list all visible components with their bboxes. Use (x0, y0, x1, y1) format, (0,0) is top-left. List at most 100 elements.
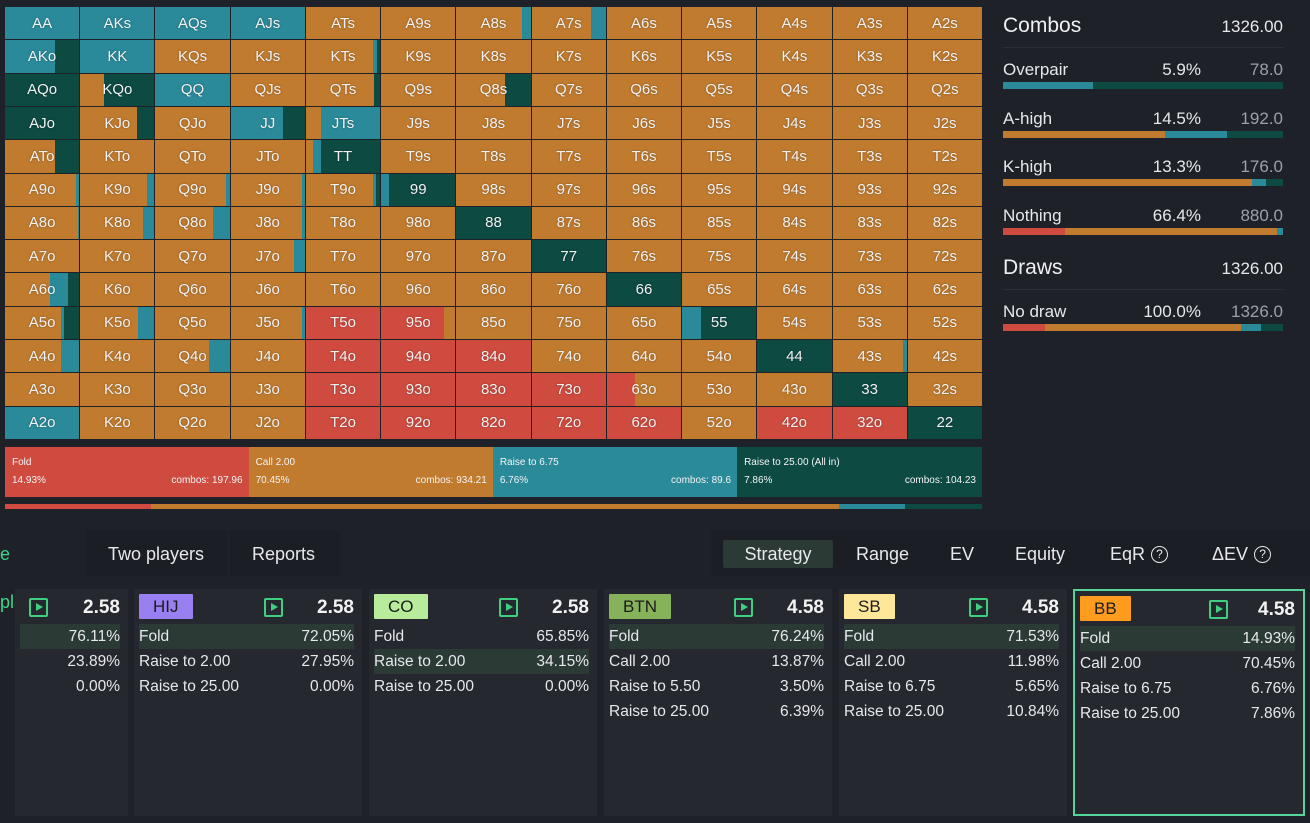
hand-cell[interactable]: 63o (606, 373, 682, 406)
hand-cell[interactable]: K9s (381, 40, 456, 73)
hand-cell[interactable]: J5s (682, 106, 757, 140)
hand-cell[interactable]: 52s (907, 306, 982, 340)
hand-cell[interactable]: J9s (381, 106, 456, 140)
hand-cell[interactable]: K5s (682, 40, 757, 73)
hand-cell[interactable]: 74s (757, 240, 832, 273)
hand-cell[interactable]: T9o (305, 173, 381, 206)
hand-cell[interactable]: A8o (5, 206, 80, 240)
hand-cell[interactable]: A8s (456, 7, 531, 40)
tab-equity[interactable]: Equity (1015, 544, 1066, 564)
hand-cell[interactable]: J4o (230, 340, 305, 373)
action-row[interactable]: Raise to 2.00 34.15% (374, 649, 589, 674)
hand-cell[interactable]: 73o (531, 373, 606, 406)
hand-cell[interactable]: Q8o (155, 206, 230, 240)
hand-cell[interactable]: JTs (305, 106, 381, 140)
action-row[interactable]: Fold 65.85% (374, 624, 589, 649)
hand-cell[interactable]: 95o (381, 306, 456, 340)
hand-cell[interactable]: 54s (757, 306, 832, 340)
hand-cell[interactable]: J4s (757, 106, 832, 140)
player-card[interactable]: BTN 4.58 Fold 76.24% Call 2.00 13.87% Raise to… (604, 589, 832, 816)
hand-cell[interactable]: 74o (531, 340, 606, 373)
tab-eqr[interactable]: EqR? (1098, 540, 1180, 568)
hand-cell[interactable]: J3s (832, 106, 907, 140)
hand-cell[interactable]: T9s (381, 140, 456, 173)
hand-cell[interactable]: 44 (757, 340, 832, 373)
hand-cell[interactable]: Q3s (832, 73, 907, 106)
play-icon[interactable] (1209, 600, 1228, 619)
hand-cell[interactable]: T4o (305, 340, 381, 373)
hand-cell[interactable]: KTs (305, 40, 381, 73)
hand-cell[interactable]: K9o (80, 173, 155, 206)
play-icon[interactable] (29, 598, 48, 617)
hand-cell[interactable]: T5o (305, 306, 381, 340)
hand-cell[interactable]: J2s (907, 106, 982, 140)
tab-ev[interactable]: EV (950, 544, 975, 564)
action-row[interactable]: Raise to 25.00 10.84% (844, 699, 1059, 724)
action-row[interactable]: 76.11% (20, 624, 120, 649)
hand-cell[interactable]: 87s (531, 206, 606, 240)
hand-cell[interactable]: 92o (381, 406, 456, 439)
hand-cell[interactable]: K6o (80, 273, 155, 306)
tab-reports[interactable]: Reports (230, 530, 340, 576)
hand-cell[interactable]: K5o (80, 306, 155, 340)
player-card[interactable]: SB 4.58 Fold 71.53% Call 2.00 11.98% Raise to … (839, 589, 1067, 816)
hand-cell[interactable]: Q7o (155, 240, 230, 273)
hand-cell[interactable]: 86s (606, 206, 682, 240)
hand-cell[interactable]: 94s (757, 173, 832, 206)
hand-cell[interactable]: A9s (381, 7, 456, 40)
hand-cell[interactable]: A3s (832, 7, 907, 40)
hand-cell[interactable]: Q9s (381, 73, 456, 106)
hand-cell[interactable]: J2o (230, 406, 305, 439)
hand-cell[interactable]: 93o (381, 373, 456, 406)
hand-cell[interactable]: 65s (682, 273, 757, 306)
hand-cell[interactable]: 72o (531, 406, 606, 439)
stat-row[interactable]: Nothing 66.4% 880.0 (1003, 194, 1283, 243)
hand-cell[interactable]: A2o (5, 406, 80, 439)
stat-row[interactable]: A-high 14.5% 192.0 (1003, 97, 1283, 146)
hand-cell[interactable]: 76o (531, 273, 606, 306)
hand-cell[interactable]: 94o (381, 340, 456, 373)
tab-range[interactable]: Range (856, 544, 910, 564)
hand-cell[interactable]: KK (80, 40, 155, 73)
hand-cell[interactable]: T8s (456, 140, 531, 173)
hand-cell[interactable]: 97o (381, 240, 456, 273)
hand-cell[interactable]: 32s (907, 373, 982, 406)
hand-cell[interactable]: 95s (682, 173, 757, 206)
hand-cell[interactable]: 82s (907, 206, 982, 240)
hand-cell[interactable]: 96s (606, 173, 682, 206)
hand-cell[interactable]: 55 (682, 306, 757, 340)
hand-cell[interactable]: A3o (5, 373, 80, 406)
action-row[interactable]: Raise to 5.50 3.50% (609, 674, 824, 699)
summary-action[interactable]: Raise to 6.75 6.76% combos: 89.6 (492, 447, 738, 497)
hand-cell[interactable]: 54o (682, 340, 757, 373)
hand-cell[interactable]: 42o (757, 406, 832, 439)
hand-cell[interactable]: Q5o (155, 306, 230, 340)
hand-cell[interactable]: 22 (907, 406, 982, 439)
hand-cell[interactable]: K7o (80, 240, 155, 273)
hand-cell[interactable]: AQo (5, 73, 80, 106)
hand-cell[interactable]: J7s (531, 106, 606, 140)
hand-cell[interactable]: T6s (606, 140, 682, 173)
hand-cell[interactable]: 98s (456, 173, 531, 206)
hand-cell[interactable]: 65o (606, 306, 682, 340)
action-row[interactable]: Fold 76.24% (609, 624, 824, 649)
hand-cell[interactable]: 83s (832, 206, 907, 240)
hand-cell[interactable]: K8o (80, 206, 155, 240)
play-icon[interactable] (969, 598, 988, 617)
hand-cell[interactable]: 75s (682, 240, 757, 273)
hand-cell[interactable]: A4s (757, 7, 832, 40)
hand-cell[interactable]: A6o (5, 273, 80, 306)
action-row[interactable]: Call 2.00 70.45% (1080, 651, 1295, 676)
hand-cell[interactable]: 75o (531, 306, 606, 340)
hand-cell[interactable]: KQo (80, 73, 155, 106)
hand-cell[interactable]: T2o (305, 406, 381, 439)
hand-cell[interactable]: QTs (305, 73, 381, 106)
hand-cell[interactable]: KJs (230, 40, 305, 73)
hand-cell[interactable]: KTo (80, 140, 155, 173)
hand-cell[interactable]: 93s (832, 173, 907, 206)
hand-cell[interactable]: 86o (456, 273, 531, 306)
player-card[interactable]: CO 2.58 Fold 65.85% Raise to 2.00 34.15% Raise… (369, 589, 597, 816)
summary-action[interactable]: Fold 14.93% combos: 197.96 (5, 447, 249, 497)
hand-cell[interactable]: AJs (230, 7, 305, 40)
hand-cell[interactable]: 42s (907, 340, 982, 373)
